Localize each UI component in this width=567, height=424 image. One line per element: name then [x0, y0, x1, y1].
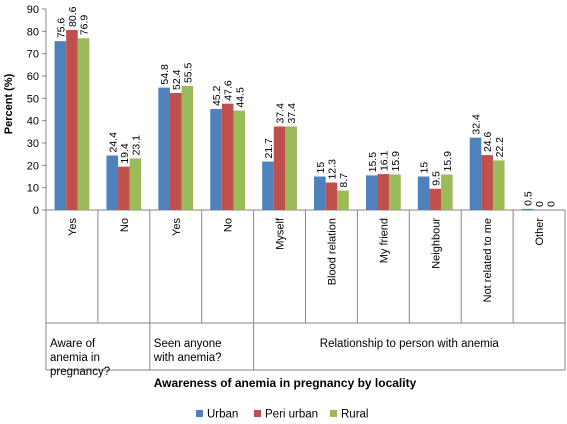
x-group-label: Seen anyone with anemia? — [153, 338, 222, 364]
y-tick-label: 90 — [27, 4, 39, 16]
bar — [521, 208, 534, 210]
data-label: 16.1 — [378, 150, 390, 171]
x-category-label: Myself — [275, 217, 287, 250]
legend: Urban Peri urban Rural — [196, 409, 368, 421]
bar — [262, 161, 274, 210]
bar — [77, 38, 90, 210]
bar — [365, 175, 378, 210]
data-label: 37.4 — [286, 103, 298, 124]
data-label: 24.4 — [107, 132, 119, 153]
y-tick-label: 30 — [27, 138, 39, 150]
bar — [285, 126, 297, 210]
x-category-label: Not related to me — [482, 218, 494, 302]
data-label: 54.8 — [159, 64, 171, 85]
data-label: 80.6 — [67, 6, 79, 27]
bar — [417, 176, 430, 210]
x-category-label: Other — [534, 218, 546, 246]
data-label: 15.9 — [390, 151, 402, 172]
x-category-label: Neighbour — [430, 218, 442, 269]
data-label: 9.5 — [430, 171, 442, 186]
x-category-label: No — [119, 218, 131, 232]
data-label: 0 — [546, 201, 558, 207]
data-label: 45.2 — [211, 85, 223, 106]
bar — [118, 166, 130, 210]
bar — [221, 103, 234, 210]
y-tick-label: 70 — [27, 49, 39, 61]
bar — [481, 155, 493, 210]
data-label: 19.4 — [119, 143, 131, 164]
y-axis-label: Percent (%) — [3, 73, 15, 134]
y-tick-label: 40 — [27, 116, 39, 128]
bar — [66, 29, 78, 211]
bar — [233, 110, 246, 210]
y-tick-label: 0 — [33, 205, 39, 217]
data-labels: 75.6 24.4 54.8 45.2 21.7 15 15.5 15 32.4 0.5 80.6 1… — [55, 6, 557, 207]
y-tick-label: 50 — [27, 93, 39, 105]
data-label: 8.7 — [338, 173, 350, 188]
data-label: 15.5 — [367, 152, 379, 173]
bar — [429, 188, 442, 210]
y-tick-label: 60 — [27, 71, 39, 83]
bar — [492, 160, 505, 210]
bar — [273, 126, 286, 210]
x-category-label: No — [223, 218, 235, 232]
data-label: 24.6 — [482, 131, 494, 152]
x-category-label: Yes — [67, 218, 79, 236]
bar — [377, 174, 390, 210]
data-label: 21.7 — [263, 138, 275, 159]
bar — [441, 174, 453, 210]
bar — [325, 182, 338, 210]
bar — [129, 158, 142, 210]
y-ticks: 0 10 20 30 40 50 60 70 80 90 — [27, 4, 46, 217]
data-label: 44.5 — [234, 87, 246, 108]
legend-swatch — [254, 410, 261, 417]
bar — [389, 174, 401, 210]
bar — [169, 92, 182, 210]
y-tick-label: 10 — [27, 183, 39, 195]
data-label: 22.2 — [494, 137, 506, 158]
data-label: 55.5 — [182, 62, 194, 83]
data-label: 76.9 — [79, 15, 91, 36]
bar — [54, 41, 67, 210]
data-label: 23.1 — [130, 135, 142, 156]
x-group-label: Relationship to person with anemia — [320, 338, 500, 350]
bar — [337, 190, 349, 210]
data-label: 0.5 — [522, 191, 534, 206]
legend-label: Peri urban — [265, 409, 318, 421]
bar — [158, 87, 170, 210]
x-category-labels: Yes No Yes No Myself Blood relation My friend N… — [67, 217, 546, 302]
legend-swatch — [330, 410, 337, 417]
bars — [54, 29, 534, 211]
x-category-label: Yes — [171, 218, 183, 236]
bar — [210, 109, 222, 210]
data-label: 52.4 — [171, 69, 183, 90]
data-label: 47.6 — [223, 80, 235, 101]
data-label: 75.6 — [55, 18, 67, 39]
x-group-labels: Aware of anemia in pregnancy? Seen anyone wi… — [50, 338, 499, 378]
data-label: 15 — [315, 162, 327, 174]
y-tick-label: 80 — [27, 26, 39, 38]
legend-label: Rural — [341, 409, 368, 421]
data-label: 37.4 — [275, 103, 287, 124]
y-tick-label: 20 — [27, 160, 39, 172]
legend-label: Urban — [207, 409, 238, 421]
data-label: 15 — [419, 162, 431, 174]
bar — [469, 137, 482, 210]
x-group-label: Aware of anemia in pregnancy? — [50, 338, 110, 378]
data-label: 12.3 — [326, 159, 338, 180]
bar — [181, 86, 194, 210]
data-label: 32.4 — [471, 114, 483, 135]
legend-swatch — [196, 410, 203, 417]
x-category-label: Blood relation — [326, 218, 338, 285]
data-label: 15.9 — [442, 151, 454, 172]
x-axis-label: Awareness of anemia in pregnancy by loca… — [154, 376, 417, 390]
bar — [314, 176, 326, 210]
x-category-label: My friend — [378, 218, 390, 263]
bar — [106, 155, 119, 210]
data-label: 0 — [534, 201, 546, 207]
